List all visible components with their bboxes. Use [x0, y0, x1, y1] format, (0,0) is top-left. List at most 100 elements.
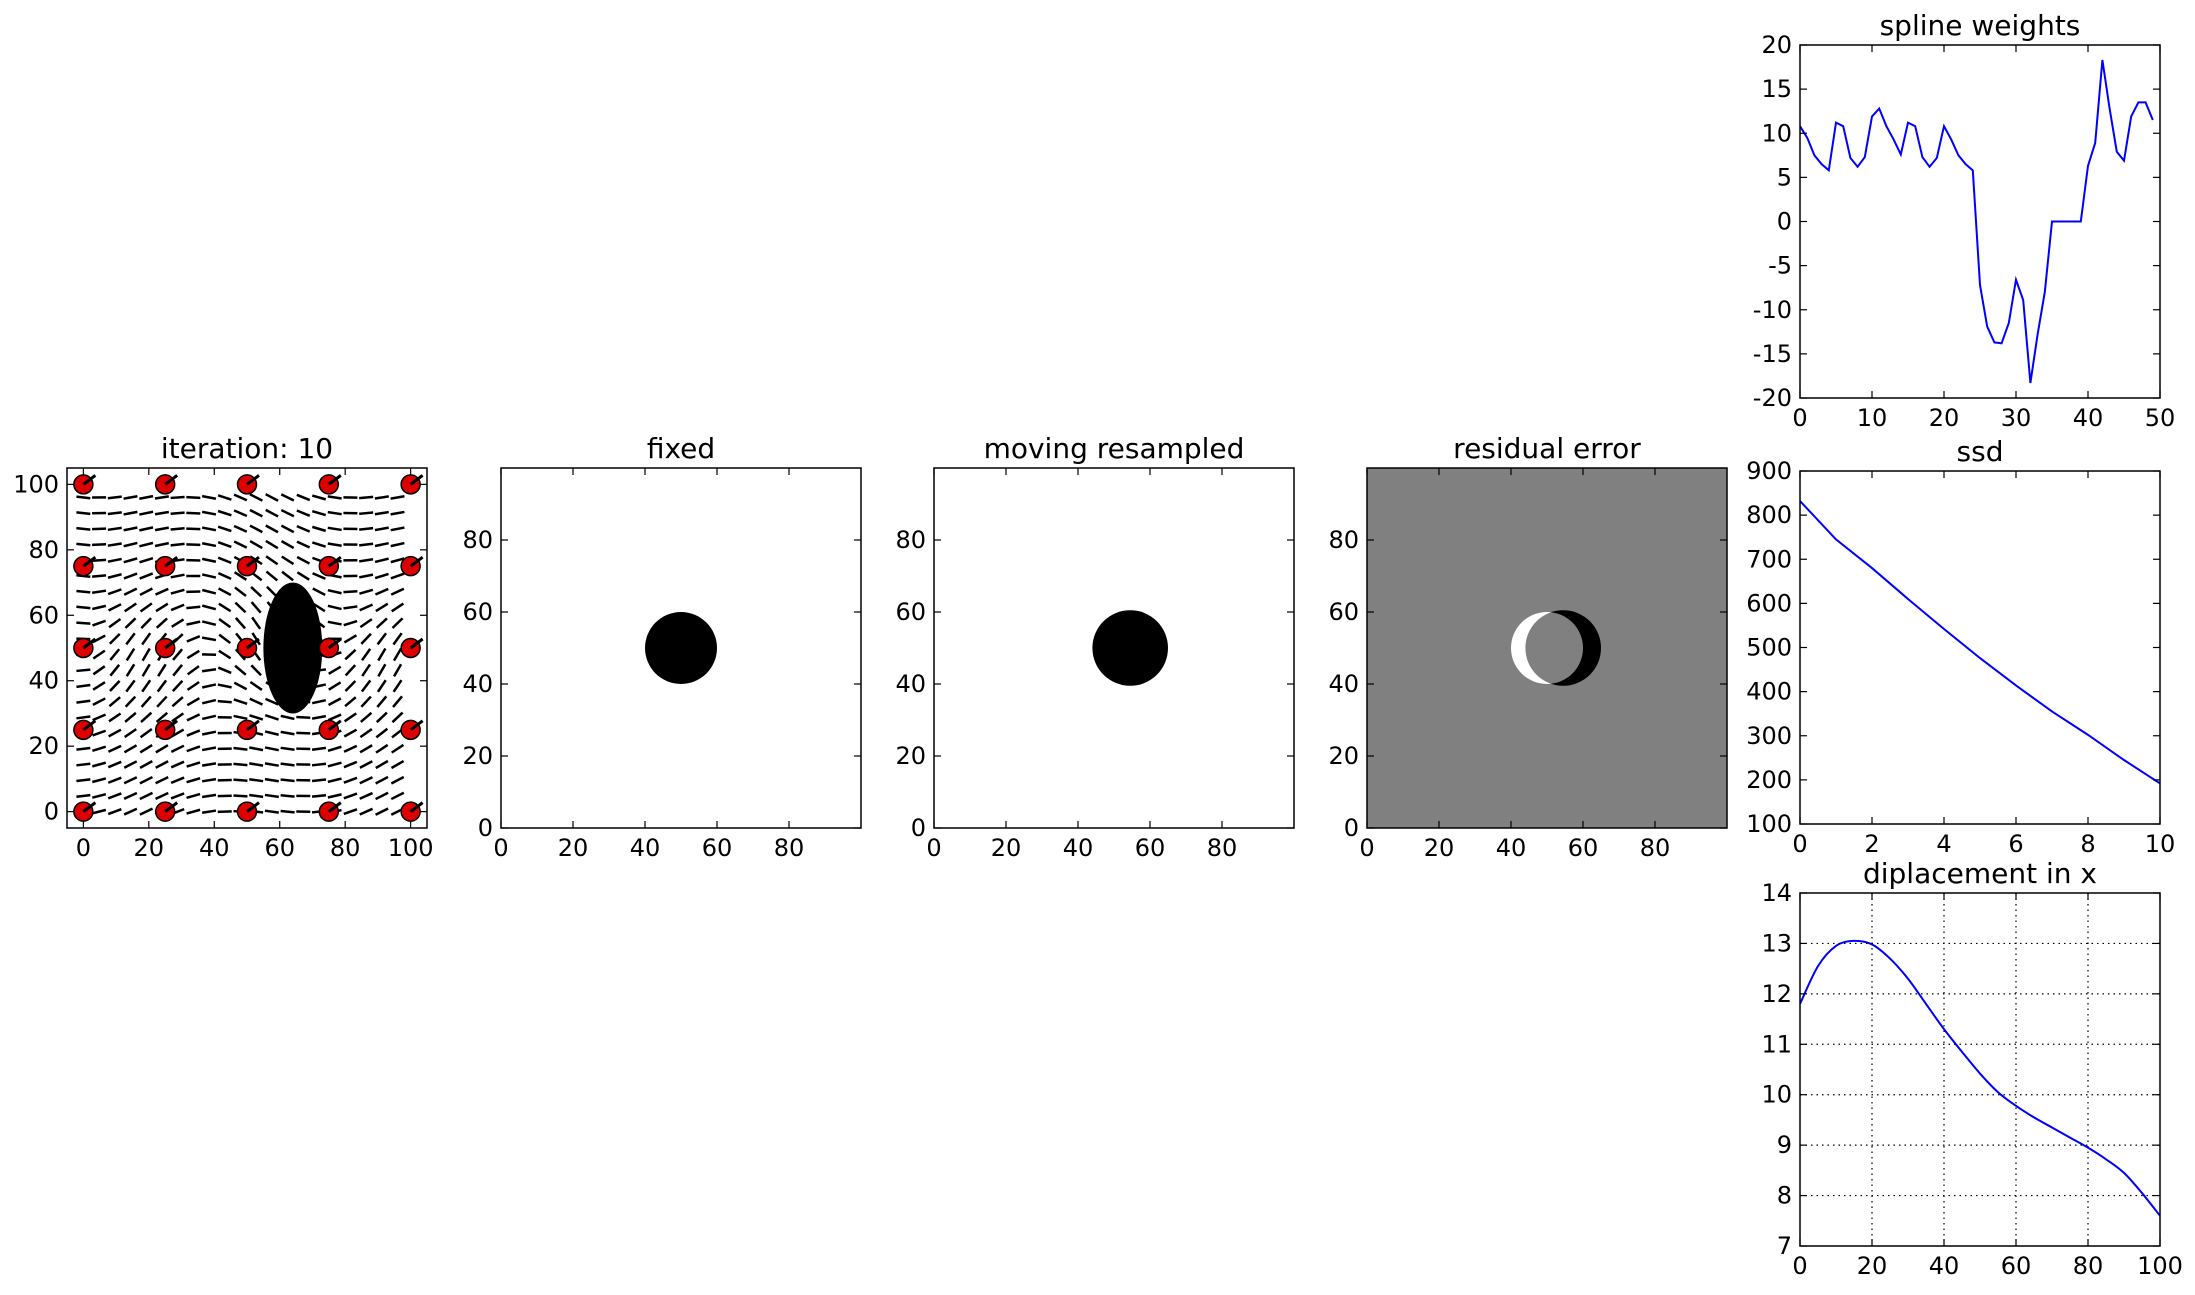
quiver-arrow [140, 711, 153, 723]
quiver-arrow [327, 588, 342, 595]
ssd-series-line [1800, 500, 2160, 785]
quiver-arrow [359, 618, 373, 629]
residual-frame [1366, 467, 1728, 829]
quiver-arrow [311, 668, 327, 673]
quiver-arrow [186, 511, 201, 515]
displacement-ytick-label: 9 [1777, 1131, 1792, 1159]
iteration-ytick-label: 60 [28, 601, 59, 629]
quiver-arrow [76, 746, 91, 751]
quiver-arrow [264, 809, 279, 814]
quiver-arrow [249, 793, 264, 799]
quiver-arrow [172, 664, 184, 677]
quiver-arrow [249, 524, 263, 534]
quiver-arrow [201, 730, 217, 736]
control-point-arrow [246, 801, 260, 813]
quiver-arrow [76, 793, 91, 798]
quiver-arrow [359, 760, 373, 769]
displacement-title: diplacement in x [1863, 857, 2097, 890]
moving-ytick-label: 60 [895, 598, 926, 626]
quiver-arrow [344, 680, 357, 692]
quiver-arrow [249, 493, 263, 502]
quiver-arrow [296, 715, 311, 719]
quiver-arrow [391, 617, 404, 629]
quiver-arrow [201, 510, 217, 516]
quiver-arrow [186, 808, 201, 815]
quiver-arrow [359, 573, 374, 579]
displacement-ytick-label: 13 [1761, 929, 1792, 957]
quiver-arrow [377, 647, 387, 662]
quiver-arrow [374, 587, 389, 596]
quiver-arrow [249, 762, 264, 767]
quiver-arrow [312, 602, 326, 613]
quiver-arrow [390, 791, 405, 801]
quiver-arrow [392, 647, 403, 662]
quiver-arrow [186, 680, 200, 691]
quiver-arrow [344, 664, 357, 677]
quiver-arrow [157, 663, 167, 677]
quiver-arrow [282, 601, 293, 614]
quiver-arrow [109, 680, 121, 692]
residual-ytick-label: 60 [1328, 598, 1359, 626]
residual-ytick-label: 80 [1328, 526, 1359, 554]
quiver-arrow [233, 493, 248, 502]
quiver-arrow [186, 761, 201, 768]
quiver-arrow [296, 699, 311, 704]
quiver-arrow [123, 760, 138, 769]
quiver-arrow [201, 683, 217, 689]
quiver-arrow [359, 728, 373, 739]
quiver-arrow [343, 728, 358, 738]
iteration-xtick-label: 100 [388, 834, 434, 862]
displacement-ytick-label: 12 [1761, 980, 1792, 1008]
quiver-arrow [108, 618, 122, 629]
residual-xtick-label: 0 [1359, 834, 1374, 862]
spline-ytick-label: 0 [1777, 208, 1792, 236]
quiver-arrow [155, 587, 169, 596]
quiver-arrow [76, 699, 91, 704]
quiver-arrow [139, 807, 154, 816]
quiver-arrow [125, 632, 136, 646]
quiver-arrow [327, 777, 342, 784]
quiver-arrow [280, 493, 295, 502]
quiver-arrow [125, 647, 136, 662]
quiver-arrow [359, 776, 373, 785]
quiver-arrow [233, 509, 248, 518]
quiver-arrow [374, 495, 389, 500]
quiver-arrow [280, 778, 295, 783]
quiver-arrow [108, 712, 122, 723]
quiver-arrow [296, 667, 311, 674]
moving-xtick-label: 60 [1135, 834, 1166, 862]
quiver-arrow [186, 792, 201, 800]
quiver-arrow [343, 744, 358, 753]
quiver-arrow [233, 540, 248, 549]
quiver-arrow [92, 681, 106, 691]
quiver-arrow [233, 714, 248, 721]
quiver-arrow [264, 697, 279, 706]
quiver-arrow [375, 807, 389, 816]
quiver-arrow [249, 508, 263, 518]
quiver-arrow [107, 495, 122, 500]
quiver-arrow [390, 526, 405, 532]
displacement-plot [1800, 939, 2160, 1217]
quiver-arrow [233, 698, 248, 706]
quiver-arrow [281, 555, 295, 566]
iteration-axes: 0 20 40 60 80 100 0 20 40 60 80 100 iteration: 10 [13, 432, 433, 862]
residual-xtick-label: 60 [1568, 834, 1599, 862]
quiver-arrow [265, 664, 278, 676]
displacement-xtick-label: 0 [1792, 1252, 1807, 1280]
quiver-arrow [280, 714, 295, 721]
quiver-arrow [312, 617, 326, 629]
quiver-arrow [296, 524, 311, 533]
quiver-arrow [170, 760, 185, 769]
displacement-ytick-label: 8 [1777, 1182, 1792, 1210]
quiver-arrow [92, 713, 107, 722]
quiver-arrow [139, 541, 154, 548]
quiver-arrow [186, 697, 201, 707]
fixed-ytick-label: 40 [462, 670, 493, 698]
ssd-xtick-label: 4 [1936, 830, 1951, 858]
quiver-arrow [91, 777, 107, 784]
fixed-frame [500, 467, 862, 829]
quiver-arrow [139, 572, 154, 580]
quiver-arrow [155, 711, 169, 723]
residual-axes: 0 20 40 60 80 0 20 40 60 80 residual error [1328, 432, 1728, 862]
control-point-arrow [246, 719, 260, 732]
